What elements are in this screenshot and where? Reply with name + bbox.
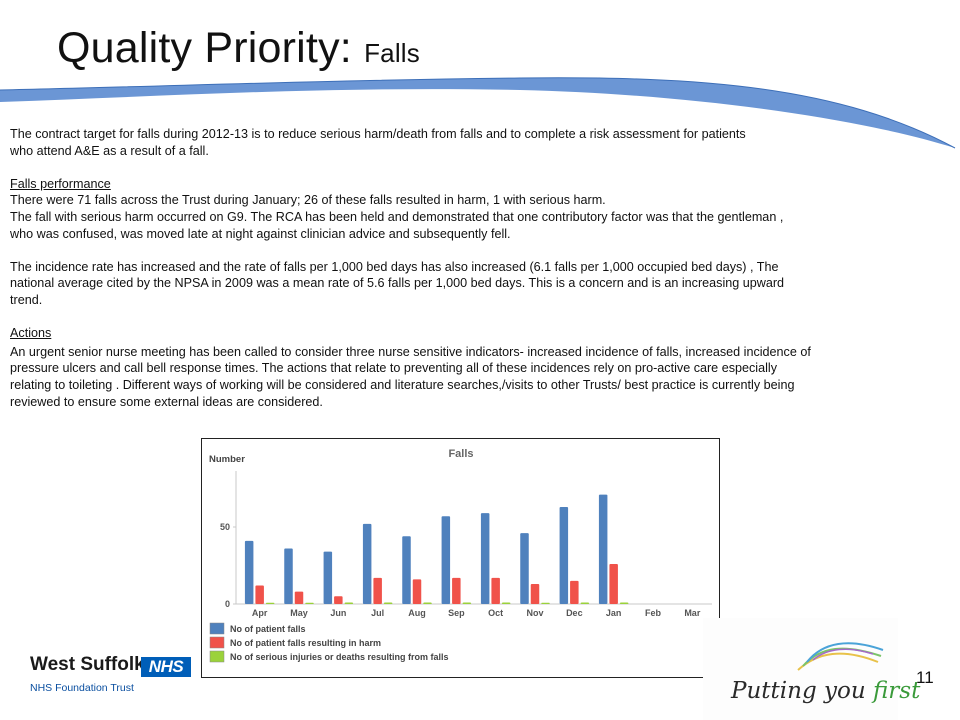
putting-you-first-logo: Putting you first — [703, 618, 920, 720]
bar-2-oct — [501, 602, 511, 604]
incidence-line-1: The incidence rate has increased and the… — [10, 259, 779, 274]
legend-swatch-0 — [209, 622, 225, 635]
bar-1-jun — [334, 596, 343, 604]
bar-2-dec — [580, 602, 590, 604]
falls-chart: Falls Number 0 50 Apr May Jun Jul Aug Sep Oct Nov De… — [209, 448, 712, 663]
bar-2-may — [305, 602, 314, 604]
bar-1-jul — [373, 577, 382, 604]
page-number: 11 — [916, 668, 934, 687]
x-tick-label: Nov — [526, 608, 543, 618]
decorative-swoosh — [0, 77, 956, 149]
actions-line-2: pressure ulcers and call bell response t… — [10, 361, 777, 376]
actions-heading: Actions — [10, 326, 52, 341]
bar-2-nov — [541, 602, 550, 604]
chart-title: Falls — [448, 448, 473, 460]
bar-2-apr — [265, 602, 275, 604]
bar-0-jul — [362, 523, 372, 604]
slide-title-sub: Falls — [364, 38, 420, 68]
slide-title: Quality Priority: Falls — [57, 24, 420, 73]
legend-swatch-2 — [209, 650, 225, 663]
y-tick-label: 0 — [225, 599, 230, 609]
bar-1-dec — [570, 580, 579, 604]
actions-line-4: reviewed to ensure some external ideas a… — [10, 394, 323, 409]
contract-target-line-2: who attend A&E as a result of a fall. — [10, 143, 209, 158]
actions-line-3: relating to toileting . Different ways o… — [10, 377, 795, 392]
legend-label-0: No of patient falls — [230, 624, 306, 634]
bar-2-jun — [344, 602, 354, 604]
bar-0-sep — [441, 516, 451, 604]
bar-0-may — [284, 548, 293, 604]
x-tick-label: Jan — [606, 608, 622, 618]
bar-2-jul — [383, 602, 393, 604]
legend-swatch-1 — [209, 636, 225, 649]
putting-you-first-text: Putting you first — [731, 678, 920, 704]
actions-line-1: An urgent senior nurse meeting has been … — [10, 344, 811, 359]
bar-0-oct — [480, 513, 490, 604]
body-text: The contract target for falls during 201… — [10, 126, 950, 410]
x-tick-label: Feb — [645, 608, 662, 618]
bar-0-apr — [244, 540, 254, 604]
falls-performance-line-3: who was confused, was moved late at nigh… — [10, 226, 511, 241]
bar-1-oct — [491, 577, 500, 604]
bar-1-apr — [255, 585, 264, 604]
bar-1-nov — [530, 583, 540, 604]
first-text: first — [872, 678, 921, 704]
x-tick-label: Aug — [408, 608, 426, 618]
y-axis-label: Number — [209, 454, 245, 465]
bar-0-dec — [559, 506, 569, 604]
nhs-badge: NHS — [141, 657, 191, 677]
x-tick-label: Jun — [330, 608, 346, 618]
falls-performance-heading: Falls performance — [10, 176, 111, 191]
falls-performance-line-1: There were 71 falls across the Trust dur… — [10, 193, 606, 208]
legend-label-1: No of patient falls resulting in harm — [230, 638, 381, 648]
bar-0-jan — [598, 494, 608, 604]
slide-title-main: Quality Priority: — [57, 24, 352, 72]
falls-chart-panel: Falls Number 0 50 Apr May Jun Jul Aug Sep Oct Nov De… — [201, 438, 720, 678]
x-tick-label: Sep — [448, 608, 465, 618]
x-tick-label: Mar — [684, 608, 701, 618]
contract-target-line-1: The contract target for falls during 201… — [10, 127, 746, 141]
incidence-line-3: trend. — [10, 292, 43, 307]
putting-you-text: Putting you — [731, 678, 873, 704]
x-tick-label: Jul — [371, 608, 384, 618]
x-tick-label: Dec — [566, 608, 583, 618]
incidence-line-2: national average cited by the NPSA in 20… — [10, 276, 785, 291]
bar-1-may — [294, 591, 304, 604]
legend-label-2: No of serious injuries or deaths resulti… — [230, 652, 449, 662]
y-tick-label: 50 — [220, 522, 230, 532]
wave-emblem-icon — [797, 642, 884, 671]
x-tick-label: Oct — [488, 608, 503, 618]
bar-2-aug — [423, 602, 432, 604]
bar-1-sep — [452, 577, 461, 604]
bar-2-jan — [619, 602, 629, 604]
falls-performance-line-2: The fall with serious harm occurred on G… — [10, 209, 784, 224]
bar-0-nov — [520, 533, 529, 604]
bar-1-jan — [609, 563, 618, 604]
x-tick-label: May — [290, 608, 308, 618]
bar-1-aug — [412, 579, 422, 604]
bar-0-aug — [402, 536, 411, 604]
x-tick-label: Apr — [252, 608, 268, 618]
west-suffolk-name: West Suffolk — [30, 654, 145, 675]
bar-2-sep — [462, 602, 472, 604]
foundation-trust-label: NHS Foundation Trust — [30, 682, 134, 694]
bar-0-jun — [323, 551, 333, 604]
